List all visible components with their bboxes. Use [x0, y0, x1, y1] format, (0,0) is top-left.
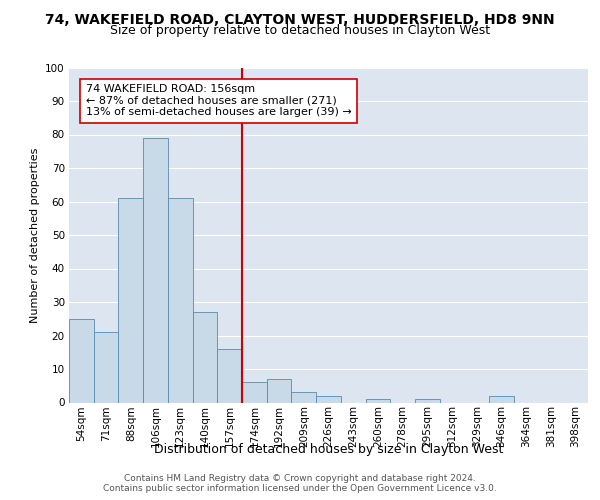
Bar — [292, 392, 316, 402]
Text: 74 WAKEFIELD ROAD: 156sqm
← 87% of detached houses are smaller (271)
13% of semi: 74 WAKEFIELD ROAD: 156sqm ← 87% of detac… — [86, 84, 352, 117]
Text: 74, WAKEFIELD ROAD, CLAYTON WEST, HUDDERSFIELD, HD8 9NN: 74, WAKEFIELD ROAD, CLAYTON WEST, HUDDER… — [45, 12, 555, 26]
Bar — [415, 399, 440, 402]
Bar — [242, 382, 267, 402]
Bar — [168, 198, 193, 402]
Bar — [365, 399, 390, 402]
Bar — [143, 138, 168, 402]
Bar — [267, 379, 292, 402]
Bar — [489, 396, 514, 402]
Text: Distribution of detached houses by size in Clayton West: Distribution of detached houses by size … — [154, 442, 503, 456]
Y-axis label: Number of detached properties: Number of detached properties — [29, 148, 40, 322]
Bar — [69, 319, 94, 402]
Text: Contains HM Land Registry data © Crown copyright and database right 2024.: Contains HM Land Registry data © Crown c… — [124, 474, 476, 483]
Bar — [193, 312, 217, 402]
Text: Contains public sector information licensed under the Open Government Licence v3: Contains public sector information licen… — [103, 484, 497, 493]
Text: Size of property relative to detached houses in Clayton West: Size of property relative to detached ho… — [110, 24, 490, 37]
Bar — [316, 396, 341, 402]
Bar — [118, 198, 143, 402]
Bar — [217, 349, 242, 403]
Bar — [94, 332, 118, 402]
